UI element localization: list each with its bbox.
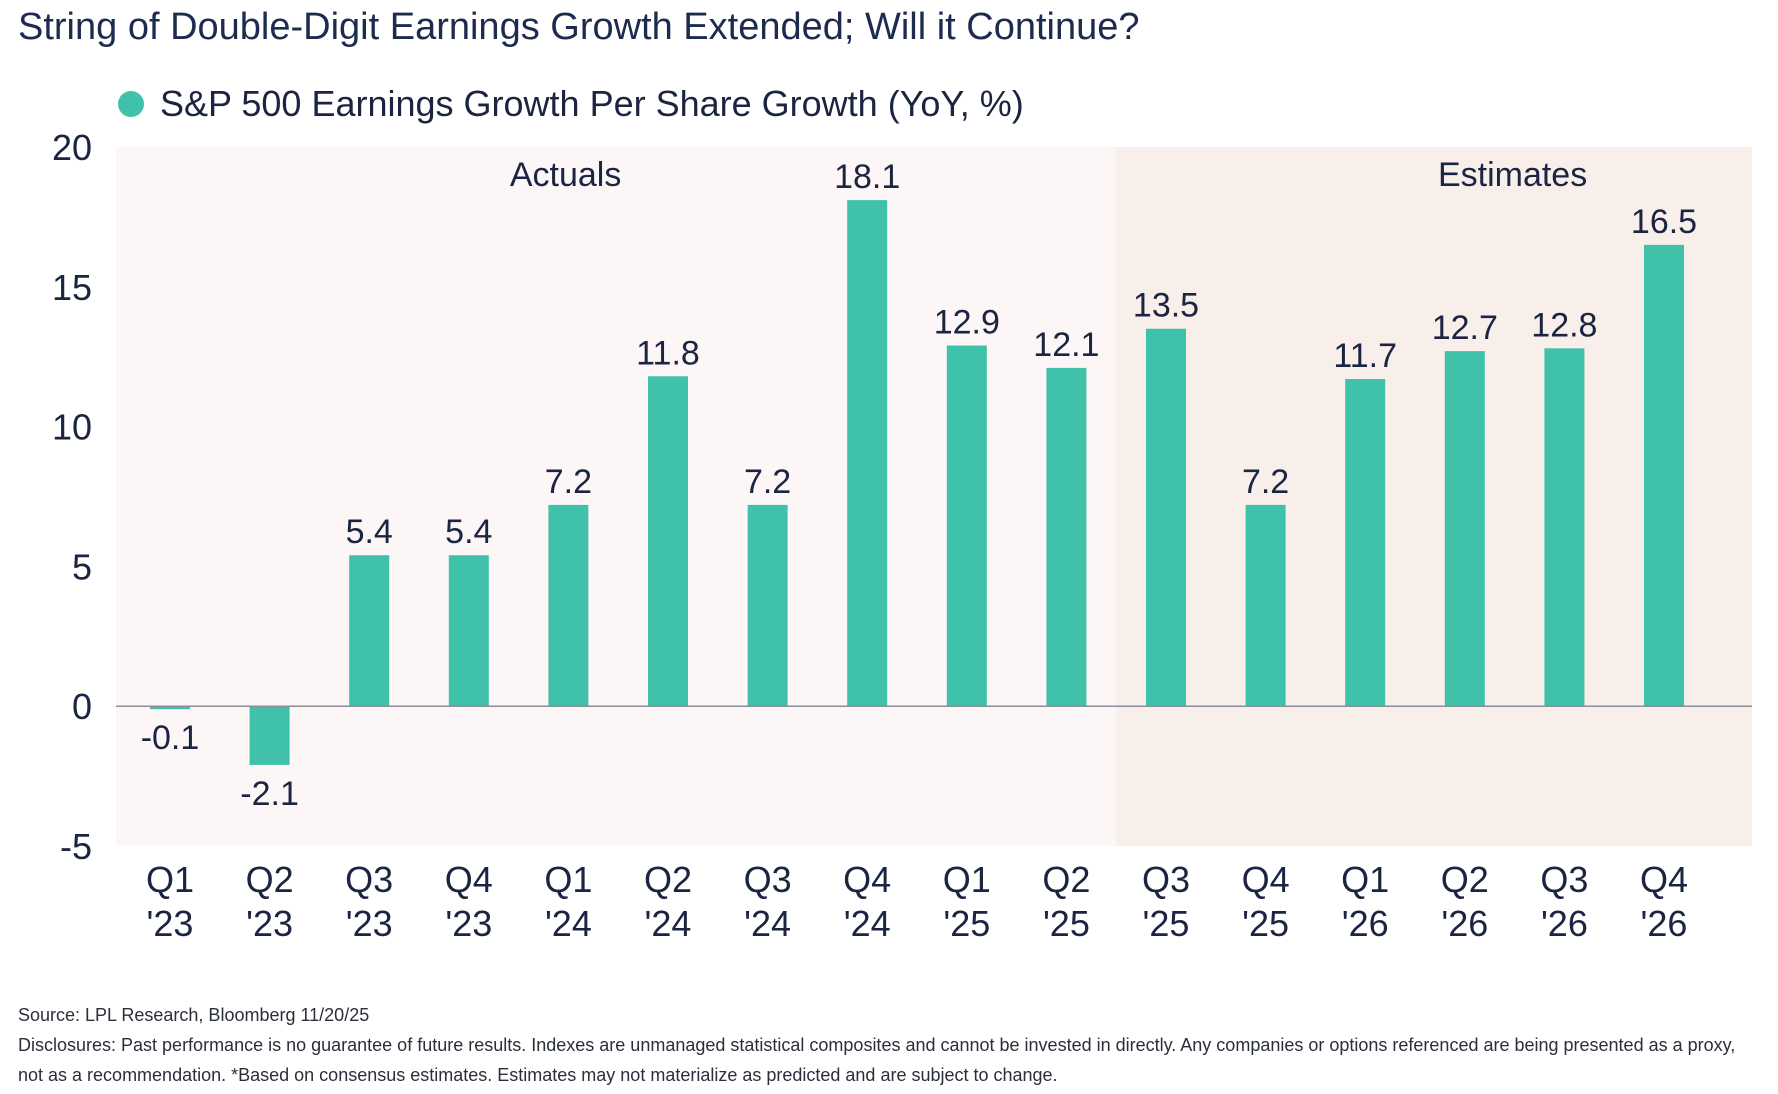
data-label: -2.1	[240, 775, 299, 813]
data-label: 12.7	[1432, 309, 1498, 347]
legend-label: S&P 500 Earnings Growth Per Share Growth…	[160, 83, 1024, 124]
y-axis: 20 15 10 5 0 -5	[52, 127, 92, 867]
x-tick-label-quarter: Q4	[445, 859, 493, 900]
y-tick-label: 5	[72, 546, 92, 587]
bar	[1146, 328, 1186, 707]
region-backgrounds: Actuals Estimates	[116, 147, 1752, 846]
data-label: 12.9	[934, 304, 1000, 342]
x-tick-label-quarter: Q3	[345, 859, 393, 900]
y-tick-label: 0	[72, 686, 92, 727]
x-tick-label-quarter: Q4	[843, 859, 891, 900]
x-tick-label-year: '23	[445, 903, 492, 944]
footer: Source: LPL Research, Bloomberg 11/20/25…	[18, 1000, 1758, 1090]
x-tick-label-quarter: Q1	[943, 859, 991, 900]
disclosures: Disclosures: Past performance is no guar…	[18, 1035, 1736, 1085]
data-label: -0.1	[141, 719, 200, 757]
data-label: 12.1	[1033, 326, 1099, 364]
y-tick-label: -5	[60, 826, 92, 867]
x-tick-label-year: '24	[545, 903, 592, 944]
source-note: Source: LPL Research, Bloomberg 11/20/25	[18, 1005, 370, 1025]
x-tick-label-year: '24	[744, 903, 791, 944]
data-labels: -0.1 -2.1 5.4 5.4 7.2 11.8 7.2 18.1 12.9 12.1 13.5…	[141, 158, 1697, 813]
x-tick-label-year: '24	[844, 903, 891, 944]
x-tick-label-year: '24	[645, 903, 692, 944]
data-label: 12.8	[1531, 306, 1597, 344]
x-tick-label-quarter: Q3	[744, 859, 792, 900]
x-tick-label-quarter: Q2	[1441, 859, 1489, 900]
chart-title: String of Double-Digit Earnings Growth E…	[18, 6, 1140, 48]
x-tick-label-quarter: Q2	[1042, 859, 1090, 900]
data-label: 13.5	[1133, 287, 1199, 325]
x-tick-label-year: '26	[1441, 903, 1488, 944]
bar	[1345, 379, 1386, 707]
bar	[1245, 504, 1286, 707]
bar	[747, 504, 788, 707]
x-tick-label-quarter: Q1	[1341, 859, 1389, 900]
data-label: 18.1	[834, 158, 900, 196]
x-tick-label-quarter: Q4	[1640, 859, 1688, 900]
data-label: 16.5	[1631, 203, 1697, 241]
x-tick-label-year: '25	[943, 903, 990, 944]
region-label-estimates: Estimates	[1438, 156, 1587, 194]
bar	[249, 706, 290, 765]
bar	[648, 376, 688, 707]
data-label: 7.2	[1242, 463, 1289, 501]
x-tick-label-year: '25	[1043, 903, 1090, 944]
x-tick-label-year: '26	[1641, 903, 1688, 944]
y-tick-label: 15	[52, 267, 92, 308]
legend-swatch	[118, 91, 144, 117]
x-tick-label-quarter: Q1	[544, 859, 592, 900]
y-tick-label: 20	[52, 127, 92, 168]
x-tick-label-year: '26	[1541, 903, 1588, 944]
y-tick-label: 10	[52, 407, 92, 448]
bar-chart: Actuals Estimates 20 15 10 5 0 -5 -0.1 -2.1 5.4 5…	[52, 127, 1752, 944]
bars	[150, 200, 1684, 765]
x-tick-label-quarter: Q3	[1142, 859, 1190, 900]
legend: S&P 500 Earnings Growth Per Share Growth…	[118, 83, 1024, 124]
x-tick-label-quarter: Q1	[146, 859, 194, 900]
bar	[150, 706, 190, 710]
bar	[847, 200, 888, 707]
data-label: 11.7	[1333, 337, 1397, 375]
x-tick-label-year: '25	[1143, 903, 1190, 944]
bar	[946, 345, 987, 707]
x-tick-label-year: '23	[147, 903, 194, 944]
x-tick-label-quarter: Q2	[246, 859, 294, 900]
bar	[1444, 351, 1485, 707]
bar	[1046, 367, 1087, 707]
data-label: 5.4	[445, 513, 492, 551]
x-tick-label-quarter: Q3	[1540, 859, 1588, 900]
x-tick-label-year: '23	[346, 903, 393, 944]
x-tick-label-year: '26	[1342, 903, 1389, 944]
bar	[548, 504, 589, 707]
x-tick-label-year: '23	[246, 903, 293, 944]
data-label: 7.2	[545, 463, 592, 501]
bar	[1544, 348, 1585, 707]
x-tick-label-year: '25	[1242, 903, 1289, 944]
data-label: 7.2	[744, 463, 791, 501]
data-label: 11.8	[636, 334, 700, 372]
x-tick-label-quarter: Q4	[1242, 859, 1290, 900]
data-label: 5.4	[346, 513, 393, 551]
region-label-actuals: Actuals	[510, 156, 622, 194]
bar	[448, 555, 489, 707]
bar	[1644, 244, 1684, 707]
bar	[349, 555, 390, 707]
x-tick-label-quarter: Q2	[644, 859, 692, 900]
x-axis: Q1'23Q2'23Q3'23Q4'23Q1'24Q2'24Q3'24Q4'24…	[116, 705, 1752, 944]
